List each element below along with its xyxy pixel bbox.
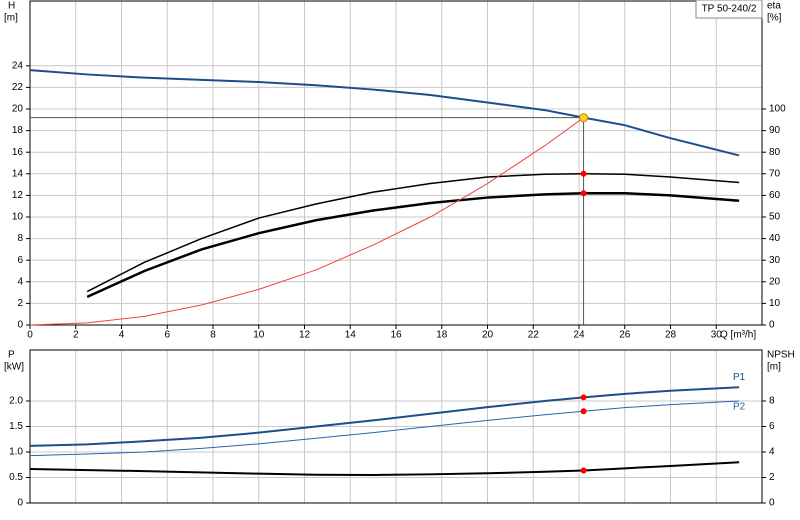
y2-tick-label: 0	[769, 320, 775, 331]
duty-marker	[580, 170, 587, 177]
x-tick-label: 26	[619, 330, 631, 341]
y-tick-label: 0	[17, 498, 23, 509]
series-line	[86, 191, 740, 299]
y2-tick-label: 30	[769, 255, 781, 266]
y-tick-label: 1.5	[9, 421, 23, 432]
y2-tick-label: 40	[769, 233, 781, 244]
y2-tick-label: 80	[769, 147, 781, 158]
y-tick-label: 6	[17, 255, 23, 266]
y2-tick-label: 2	[769, 472, 775, 483]
duty-marker	[580, 394, 587, 401]
x-tick-label: 4	[119, 330, 125, 341]
x-tick-label: 14	[345, 330, 357, 341]
x-tick-label: 18	[436, 330, 448, 341]
x-tick-label: 12	[299, 330, 311, 341]
y-axis-label: H	[8, 1, 15, 12]
x-tick-label: 30	[711, 330, 723, 341]
y2-tick-label: 20	[769, 276, 781, 287]
y-axis-unit: [m]	[4, 13, 18, 24]
y-axis-unit: [kW]	[4, 362, 24, 373]
y2-tick-label: 10	[769, 298, 781, 309]
x-tick-label: 28	[665, 330, 677, 341]
title-box	[695, 0, 763, 19]
y-tick-label: 8	[17, 233, 23, 244]
y2-axis-label: eta	[767, 1, 781, 12]
y2-tick-label: 60	[769, 190, 781, 201]
duty-marker	[580, 467, 587, 474]
series-line	[86, 173, 740, 293]
duty-marker	[580, 190, 587, 197]
series-line	[29, 386, 740, 447]
y2-tick-label: 50	[769, 212, 781, 223]
series-line	[29, 400, 740, 457]
y-tick-label: 20	[12, 104, 24, 115]
y2-tick-label: 8	[769, 396, 775, 407]
y-tick-label: 2	[17, 298, 23, 309]
y-tick-label: 22	[12, 82, 24, 93]
y2-axis-unit: [%]	[767, 13, 782, 24]
x-axis-label: Q [m³/h]	[720, 330, 756, 341]
y2-tick-label: 4	[769, 447, 775, 458]
chart-title: TP 50-240/2	[702, 4, 757, 15]
series-label: P2	[733, 402, 746, 413]
y2-tick-label: 100	[769, 104, 786, 115]
duty-marker	[580, 408, 587, 415]
x-tick-label: 0	[27, 330, 33, 341]
series-label: P1	[733, 372, 746, 383]
duty-point	[579, 113, 589, 123]
x-tick-label: 20	[482, 330, 494, 341]
y-axis-label: P	[8, 350, 15, 361]
y2-axis-label: NPSH	[767, 350, 795, 361]
y-tick-label: 14	[12, 168, 24, 179]
x-tick-label: 22	[528, 330, 540, 341]
y-tick-label: 18	[12, 125, 24, 136]
series-line	[29, 69, 740, 157]
x-tick-label: 6	[164, 330, 170, 341]
y2-tick-label: 6	[769, 421, 775, 432]
y-tick-label: 0.5	[9, 472, 23, 483]
series-line	[29, 461, 740, 476]
y-tick-label: 4	[17, 276, 23, 287]
y2-axis-unit: [m]	[767, 362, 781, 373]
x-tick-label: 8	[210, 330, 216, 341]
y-tick-label: 16	[12, 147, 24, 158]
x-tick-label: 16	[390, 330, 402, 341]
y2-tick-label: 0	[769, 498, 775, 509]
y-tick-label: 24	[12, 60, 24, 71]
y-tick-label: 10	[12, 212, 24, 223]
x-tick-label: 2	[73, 330, 79, 341]
x-tick-label: 24	[573, 330, 585, 341]
y-tick-label: 12	[12, 190, 24, 201]
y-tick-label: 1.0	[9, 447, 23, 458]
series-line	[29, 117, 584, 326]
y2-tick-label: 90	[769, 125, 781, 136]
y-tick-label: 0	[17, 320, 23, 331]
x-tick-label: 10	[253, 330, 265, 341]
y-tick-label: 2.0	[9, 396, 23, 407]
y2-tick-label: 70	[769, 168, 781, 179]
